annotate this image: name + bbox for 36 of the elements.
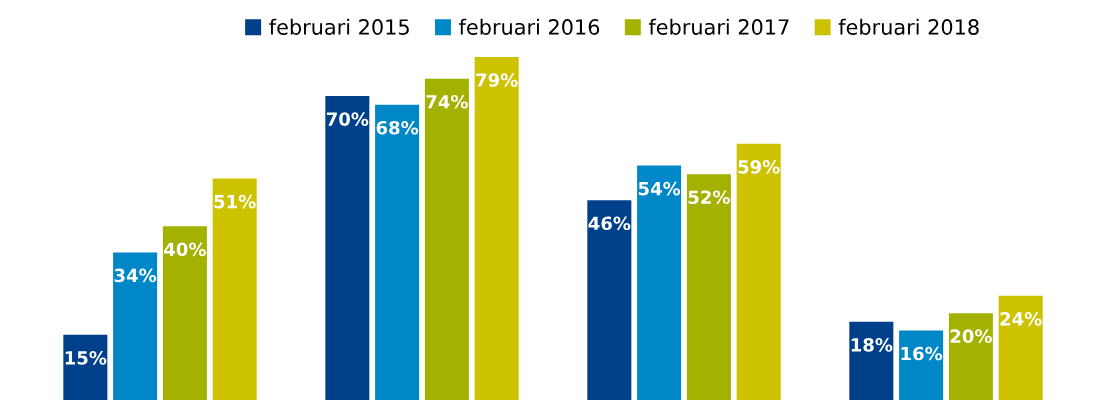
- data-label: 16%: [901, 346, 943, 361]
- bar: [849, 321, 894, 400]
- data-label: 54%: [638, 181, 681, 196]
- data-label: 34%: [114, 268, 157, 283]
- bar: [162, 226, 207, 400]
- bar: [998, 295, 1043, 400]
- bar: [474, 57, 519, 400]
- data-label: 79%: [476, 73, 518, 87]
- legend-label: februari 2016: [459, 18, 600, 35]
- bar: [375, 104, 420, 400]
- bar: [325, 96, 370, 400]
- data-label: 52%: [688, 190, 730, 205]
- data-label: 24%: [1000, 311, 1042, 326]
- data-label: 40%: [164, 242, 206, 257]
- bar: [686, 174, 731, 400]
- data-label: 46%: [588, 216, 631, 231]
- bar: [63, 334, 108, 400]
- data-label: 20%: [950, 329, 992, 343]
- bar: [637, 165, 682, 400]
- data-label: 74%: [426, 94, 468, 109]
- legend-label: februari 2018: [838, 18, 979, 35]
- bar: [899, 330, 944, 400]
- data-label: 15%: [65, 351, 107, 365]
- bar: [212, 178, 257, 400]
- legend-label: februari 2017: [648, 18, 789, 35]
- bar: [113, 252, 158, 400]
- data-label: 70%: [326, 112, 369, 126]
- data-label: 18%: [851, 338, 893, 352]
- bar: [948, 313, 993, 400]
- data-label: 59%: [738, 160, 780, 174]
- bar: [587, 200, 632, 400]
- data-label: 51%: [214, 194, 256, 209]
- bar: [424, 78, 469, 400]
- legend-label: februari 2015: [269, 18, 409, 35]
- data-label: 68%: [376, 120, 419, 135]
- bar: [736, 143, 781, 400]
